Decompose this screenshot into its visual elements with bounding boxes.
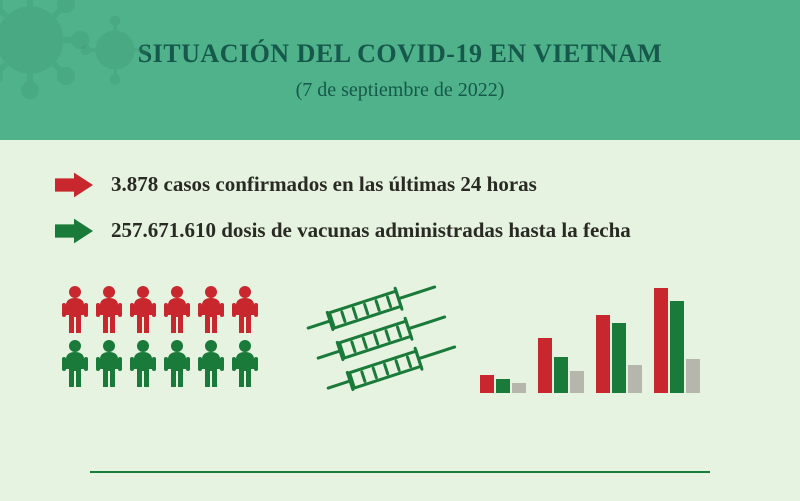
person-icon	[128, 285, 158, 335]
bar-group	[596, 315, 642, 393]
bar-green	[496, 379, 510, 393]
person-icon	[128, 339, 158, 389]
person-icon	[230, 285, 260, 335]
person-icon	[94, 285, 124, 335]
bar-green	[612, 323, 626, 393]
arrow-right-icon	[55, 172, 93, 198]
person-icon	[60, 339, 90, 389]
bar-green	[670, 301, 684, 393]
stat-cases: 3.878 casos confirmados en las últimas 2…	[55, 170, 745, 198]
people-row	[60, 285, 270, 335]
person-icon	[196, 285, 226, 335]
virus-icon	[0, 0, 90, 100]
page-subtitle: (7 de septiembre de 2022)	[296, 79, 505, 102]
stat-doses: 257.671.610 dosis de vacunas administrad…	[55, 216, 745, 244]
person-icon	[230, 339, 260, 389]
bar-grey	[512, 383, 526, 393]
bar-group	[538, 338, 584, 393]
bar-grey	[686, 359, 700, 393]
person-icon	[196, 339, 226, 389]
bar-chart	[480, 273, 740, 393]
infographic-container: SITUACIÓN DEL COVID-19 EN VIETNAM (7 de …	[0, 0, 800, 501]
person-icon	[162, 285, 192, 335]
content-panel: 3.878 casos confirmados en las últimas 2…	[0, 140, 800, 501]
doses-text: 257.671.610 dosis de vacunas administrad…	[111, 216, 631, 244]
divider-line	[90, 471, 710, 473]
person-icon	[162, 339, 192, 389]
bar-grey	[628, 365, 642, 393]
page-title: SITUACIÓN DEL COVID-19 EN VIETNAM	[138, 39, 663, 69]
header-panel: SITUACIÓN DEL COVID-19 EN VIETNAM (7 de …	[0, 0, 800, 140]
person-icon	[94, 339, 124, 389]
people-icon-block	[60, 285, 270, 393]
bar-red	[654, 288, 668, 393]
person-icon	[60, 285, 90, 335]
bar-grey	[570, 371, 584, 393]
bar-red	[596, 315, 610, 393]
bar-green	[554, 357, 568, 393]
arrow-right-icon	[55, 218, 93, 244]
people-row	[60, 339, 270, 389]
bar-red	[538, 338, 552, 393]
bar-group	[480, 375, 526, 393]
syringes-icon-block	[290, 283, 460, 393]
bar-group	[654, 288, 700, 393]
bar-red	[480, 375, 494, 393]
cases-text: 3.878 casos confirmados en las últimas 2…	[111, 170, 537, 198]
illustrations-row	[55, 273, 745, 393]
